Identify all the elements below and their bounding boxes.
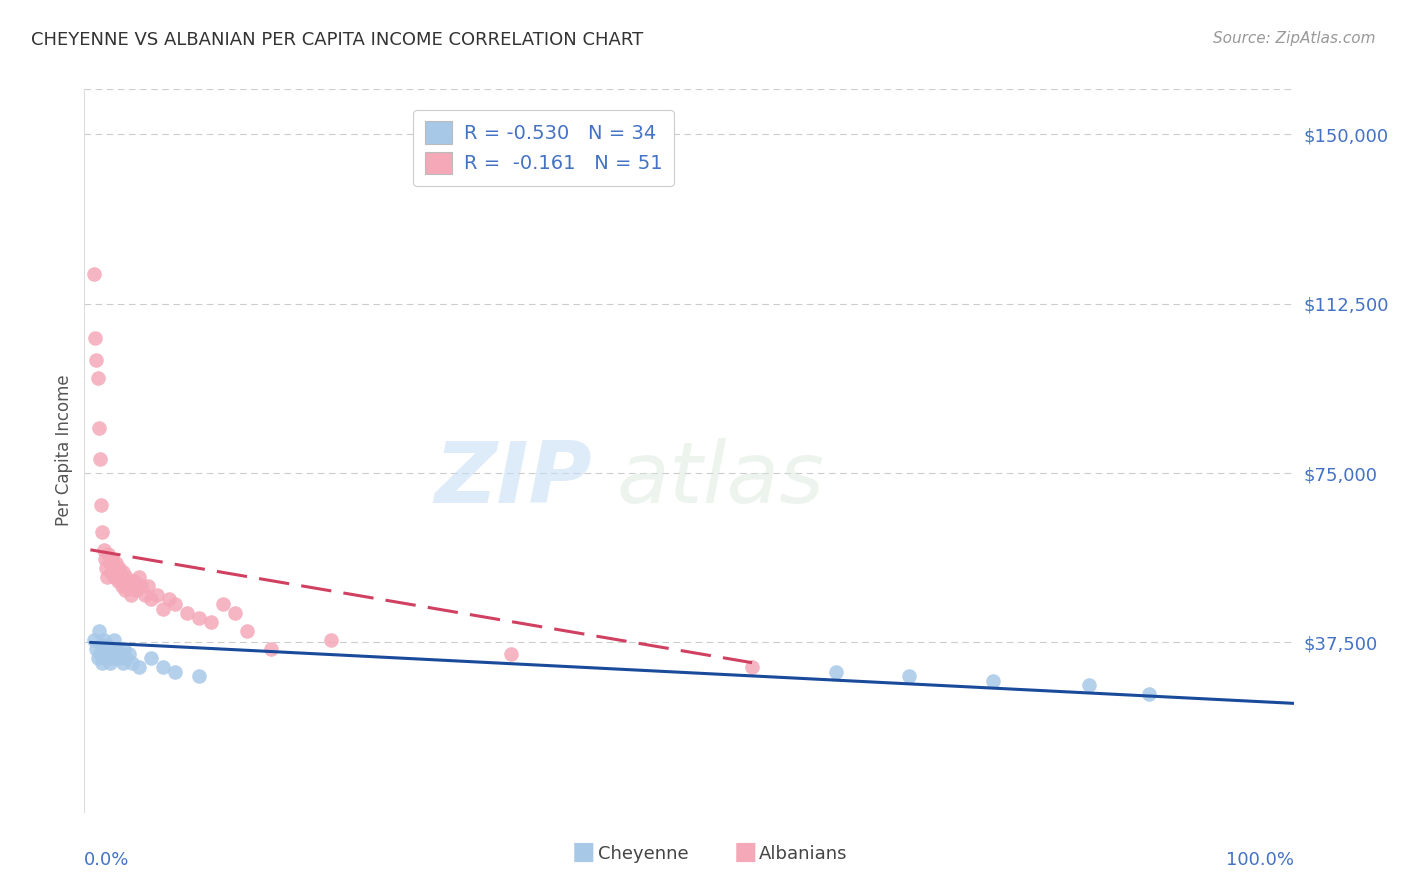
- Point: [139, 651, 162, 665]
- Point: [236, 624, 259, 639]
- Point: [125, 583, 148, 598]
- Point: [163, 665, 186, 679]
- Point: [97, 547, 120, 561]
- Point: [741, 660, 763, 674]
- Point: [100, 566, 122, 580]
- Point: [91, 656, 114, 670]
- Point: [111, 579, 134, 593]
- Point: [981, 673, 1004, 688]
- Point: [98, 656, 121, 670]
- Point: [94, 551, 117, 566]
- Point: [89, 452, 111, 467]
- Text: 0.0%: 0.0%: [84, 852, 129, 870]
- Point: [89, 647, 111, 661]
- Point: [825, 665, 848, 679]
- Point: [94, 651, 117, 665]
- Point: [94, 642, 117, 657]
- Point: [115, 651, 138, 665]
- Point: [108, 651, 131, 665]
- Point: [103, 633, 125, 648]
- Point: [152, 601, 174, 615]
- Point: [134, 588, 156, 602]
- Text: 100.0%: 100.0%: [1226, 852, 1294, 870]
- Point: [118, 647, 141, 661]
- Point: [120, 588, 142, 602]
- Point: [128, 570, 150, 584]
- Point: [200, 615, 222, 629]
- Point: [897, 669, 920, 683]
- Point: [1078, 678, 1101, 692]
- Point: [110, 570, 132, 584]
- Text: ■: ■: [572, 839, 595, 863]
- Point: [93, 542, 115, 557]
- Point: [136, 579, 159, 593]
- Point: [176, 606, 198, 620]
- Text: Source: ZipAtlas.com: Source: ZipAtlas.com: [1212, 31, 1375, 46]
- Point: [96, 570, 118, 584]
- Point: [319, 633, 342, 648]
- Text: CHEYENNE VS ALBANIAN PER CAPITA INCOME CORRELATION CHART: CHEYENNE VS ALBANIAN PER CAPITA INCOME C…: [31, 31, 643, 49]
- Point: [108, 561, 131, 575]
- Point: [101, 551, 124, 566]
- Point: [121, 656, 143, 670]
- Point: [105, 566, 128, 580]
- Point: [83, 633, 105, 648]
- Text: ZIP: ZIP: [434, 438, 592, 521]
- Legend: R = -0.530   N = 34, R =  -0.161   N = 51: R = -0.530 N = 34, R = -0.161 N = 51: [413, 110, 675, 186]
- Point: [90, 498, 112, 512]
- Point: [1137, 687, 1160, 701]
- Point: [118, 579, 141, 593]
- Point: [145, 588, 167, 602]
- Y-axis label: Per Capita Income: Per Capita Income: [55, 375, 73, 526]
- Point: [128, 660, 150, 674]
- Point: [86, 353, 108, 368]
- Point: [86, 371, 108, 385]
- Point: [86, 651, 108, 665]
- Point: [224, 606, 246, 620]
- Point: [187, 610, 209, 624]
- Point: [98, 557, 121, 571]
- Point: [91, 524, 114, 539]
- Point: [96, 638, 118, 652]
- Point: [94, 561, 117, 575]
- Point: [211, 597, 233, 611]
- Point: [105, 642, 128, 657]
- Point: [84, 330, 107, 344]
- Point: [152, 660, 174, 674]
- Point: [97, 647, 120, 661]
- Point: [86, 642, 108, 657]
- Point: [83, 268, 105, 282]
- Point: [501, 647, 523, 661]
- Point: [104, 557, 127, 571]
- Point: [260, 642, 283, 657]
- Point: [112, 574, 135, 589]
- Point: [87, 421, 110, 435]
- Point: [103, 570, 125, 584]
- Point: [90, 638, 112, 652]
- Point: [114, 583, 136, 598]
- Point: [93, 633, 115, 648]
- Point: [100, 642, 122, 657]
- Point: [157, 592, 180, 607]
- Point: [129, 579, 152, 593]
- Point: [163, 597, 186, 611]
- Point: [122, 574, 145, 589]
- Point: [111, 656, 134, 670]
- Point: [87, 624, 110, 639]
- Point: [110, 647, 132, 661]
- Point: [107, 574, 129, 589]
- Point: [115, 570, 138, 584]
- Point: [139, 592, 162, 607]
- Point: [103, 561, 125, 575]
- Point: [187, 669, 209, 683]
- Point: [101, 651, 124, 665]
- Text: Albanians: Albanians: [759, 846, 848, 863]
- Text: ■: ■: [734, 839, 756, 863]
- Point: [112, 642, 135, 657]
- Point: [111, 566, 134, 580]
- Text: atlas: atlas: [616, 438, 824, 521]
- Text: Cheyenne: Cheyenne: [598, 846, 688, 863]
